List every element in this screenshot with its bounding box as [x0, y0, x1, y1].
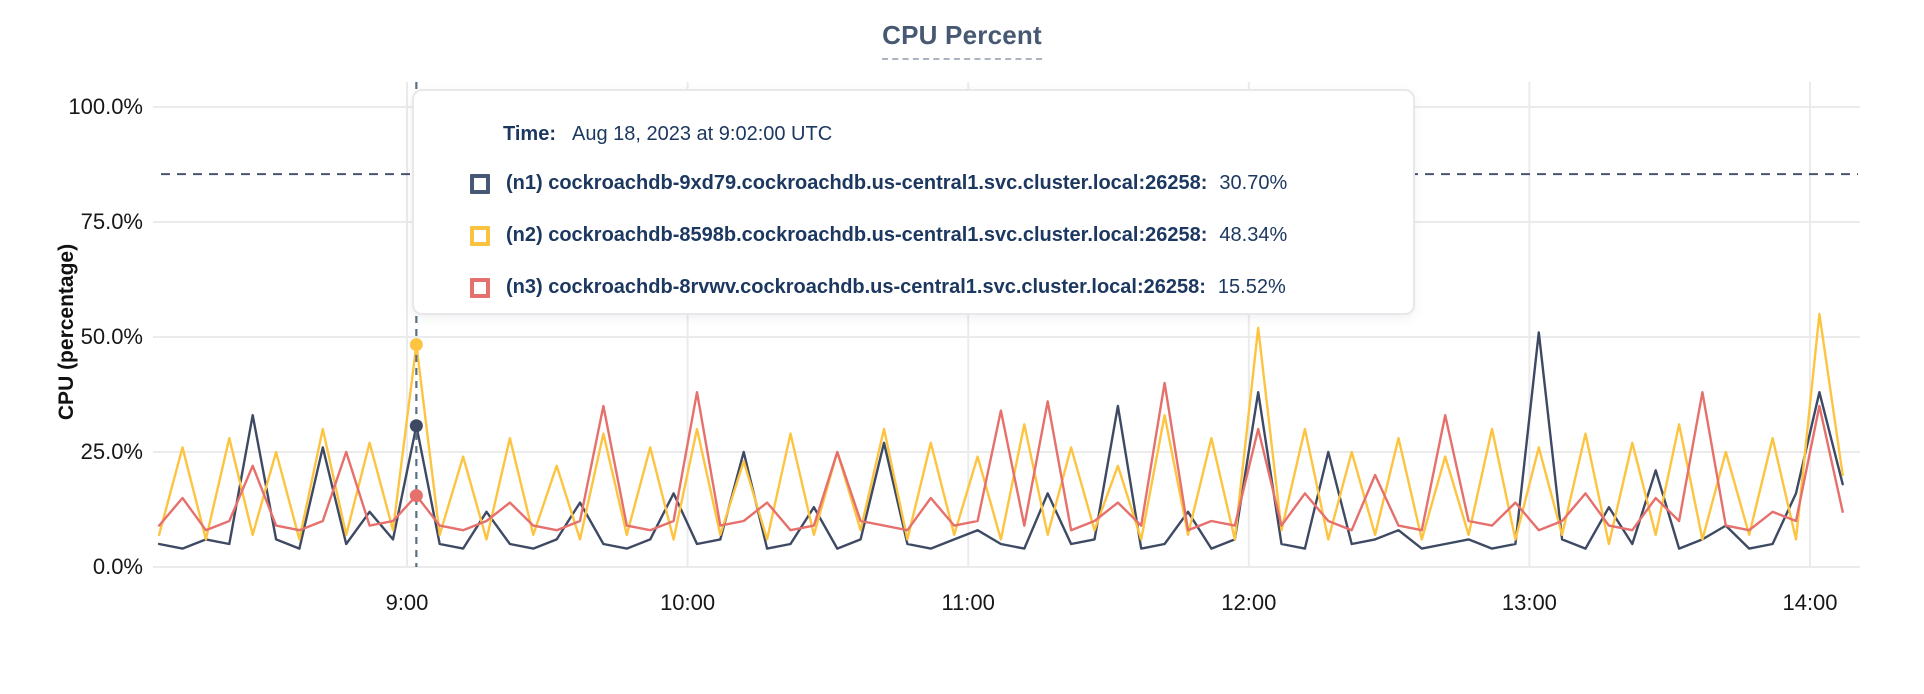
hover-dot-n1: [409, 419, 423, 433]
y-tick-label: 0.0%: [92, 554, 143, 579]
series-line-n2: [157, 312, 1844, 546]
series-line-n3: [157, 381, 1844, 532]
tooltip-rows: (n1) cockroachdb-9xd79.cockroachdb.us-ce…: [470, 172, 1383, 299]
tooltip-series-row: (n2) cockroachdb-8598b.cockroachdb.us-ce…: [470, 224, 1383, 247]
y-tick-label: 25.0%: [80, 439, 143, 464]
y-tick-label: 75.0%: [80, 209, 143, 234]
hover-dot-n2: [409, 338, 423, 352]
tooltip-node-value: 30.70%: [1219, 172, 1288, 194]
series-color-swatch-icon: [470, 225, 490, 246]
series-line-n1: [157, 331, 1844, 550]
x-tick-label: 13:00: [1501, 590, 1557, 615]
tooltip-series-row: (n1) cockroachdb-9xd79.cockroachdb.us-ce…: [470, 172, 1383, 195]
series-color-swatch-icon: [470, 173, 490, 194]
tooltip-time-value: Aug 18, 2023 at 9:02:00 UTC: [571, 123, 833, 145]
y-tick-label: 100.0%: [68, 94, 143, 119]
tooltip-node-name: (n1) cockroachdb-9xd79.cockroachdb.us-ce…: [506, 172, 1208, 194]
x-tick-label: 14:00: [1782, 590, 1838, 615]
chart-title-wrap: CPU Percent: [0, 20, 1924, 60]
x-tick-label: 11:00: [941, 590, 995, 615]
hover-dot-n3: [409, 489, 423, 503]
series-color-swatch-icon: [470, 277, 490, 298]
tooltip-node-name: (n2) cockroachdb-8598b.cockroachdb.us-ce…: [506, 224, 1208, 246]
tooltip-time-row: Time: Aug 18, 2023 at 9:02:00 UTC: [503, 123, 1383, 146]
tooltip-time-label: Time:: [503, 123, 556, 145]
x-tick-label: 12:00: [1221, 590, 1277, 615]
y-tick-label: 50.0%: [80, 324, 143, 349]
tooltip-node-value: 15.52%: [1217, 276, 1286, 298]
tooltip-node-value: 48.34%: [1219, 224, 1288, 246]
chart-tooltip: Time: Aug 18, 2023 at 9:02:00 UTC (n1) co…: [412, 89, 1415, 315]
tooltip-series-row: (n3) cockroachdb-8rvwv.cockroachdb.us-ce…: [470, 276, 1383, 299]
x-tick-label: 9:00: [385, 590, 429, 615]
chart-title: CPU Percent: [882, 20, 1042, 60]
x-tick-label: 10:00: [660, 590, 716, 615]
tooltip-node-name: (n3) cockroachdb-8rvwv.cockroachdb.us-ce…: [506, 276, 1206, 298]
